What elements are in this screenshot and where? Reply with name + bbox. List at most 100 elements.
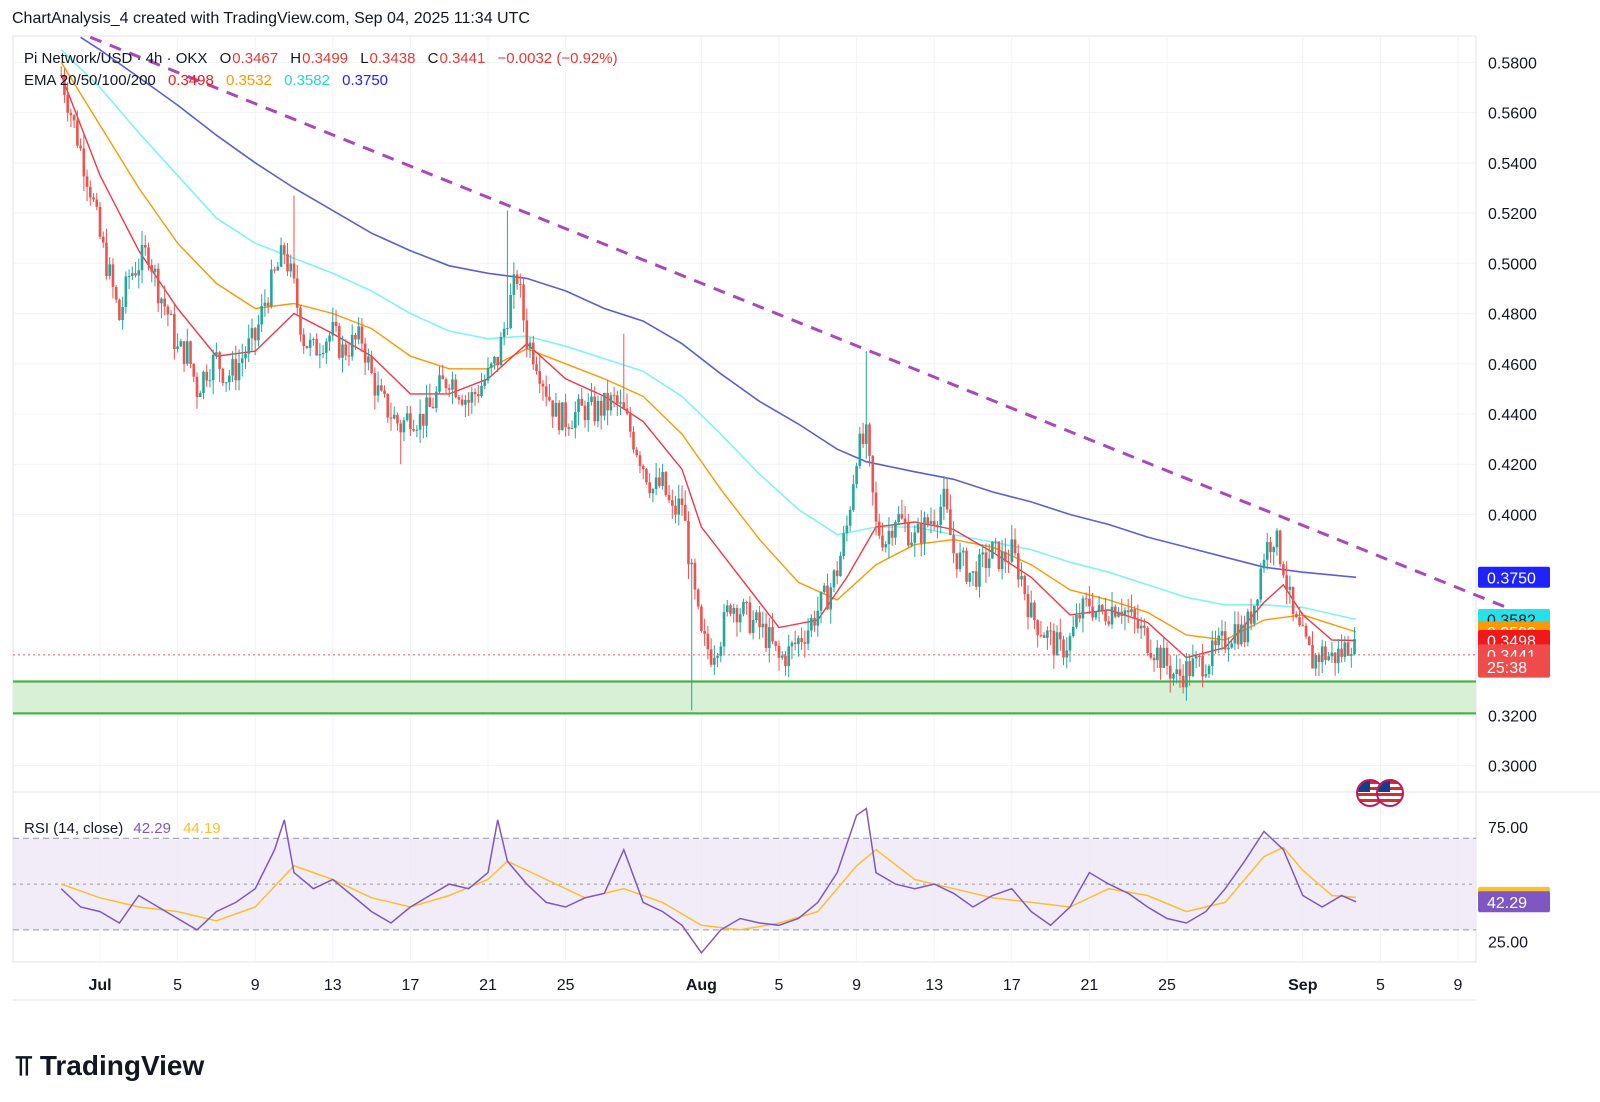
candle-down (114, 286, 118, 300)
price-tick-label: 0.3200 (1488, 708, 1537, 725)
candle-down (1278, 530, 1282, 565)
candle-down (344, 344, 348, 356)
candle-down (286, 254, 289, 272)
candle-down (625, 408, 629, 414)
tradingview-logo: ⫪ TradingView (16, 1050, 204, 1083)
us-flag-icon[interactable] (1376, 779, 1404, 807)
candle-up (1068, 636, 1072, 651)
candle-up (350, 334, 354, 357)
candle-up (910, 542, 913, 546)
candle-down (612, 395, 616, 397)
candle-down (1236, 624, 1240, 645)
candle-down (473, 392, 477, 395)
candle-down (1007, 561, 1010, 563)
candle-down (334, 321, 338, 327)
candle-down (292, 263, 296, 279)
candle-down (1214, 640, 1217, 646)
candle-up (1320, 646, 1324, 663)
candle-up (942, 488, 946, 507)
rsi-line (60, 807, 1357, 955)
candle-up (493, 356, 496, 364)
candle-down (299, 307, 302, 335)
candle-up (832, 570, 836, 588)
candle-down (1120, 611, 1124, 617)
candle-up (1207, 666, 1211, 675)
candle-up (732, 607, 736, 614)
candle-up (725, 605, 729, 613)
price-countdown-badge (1478, 656, 1550, 678)
candle-down (606, 392, 609, 411)
candle-down (622, 402, 626, 409)
economic-events[interactable] (1356, 779, 1408, 807)
candle-down (1307, 636, 1311, 646)
candle-down (79, 145, 82, 149)
candle-up (202, 371, 205, 394)
candle-down (826, 585, 829, 610)
candle-up (1065, 650, 1069, 658)
candle-up (464, 399, 467, 405)
candle-up (1139, 625, 1143, 629)
candle-down (1049, 630, 1052, 632)
candle-down (354, 334, 357, 340)
candle-down (412, 429, 415, 431)
candle-up (929, 520, 933, 525)
candle-down (687, 520, 690, 565)
candle-down (616, 395, 619, 404)
time-tick-label: 17 (1003, 977, 1021, 994)
time-tick-label: Jul (88, 977, 111, 994)
rsi-ma-value: 44.19 (183, 820, 221, 837)
candle-up (994, 541, 997, 543)
candle-up (418, 413, 422, 430)
candle-down (1346, 642, 1350, 656)
candle-up (768, 627, 771, 648)
candle-down (1243, 624, 1246, 643)
candle-down (544, 386, 548, 397)
candle-up (289, 263, 293, 272)
chart-frame (12, 35, 1600, 963)
candle-up (609, 395, 613, 411)
candle-up (661, 471, 664, 486)
candle-up (842, 533, 845, 556)
candle-up (438, 375, 441, 392)
candle-up (958, 552, 962, 570)
candle-down (399, 423, 402, 433)
symbol-name[interactable]: Pi Network/USD · 4h · OKX (24, 50, 208, 67)
candle-up (858, 433, 862, 466)
candle-up (845, 525, 849, 534)
candle-down (205, 371, 208, 381)
candle-up (312, 339, 315, 341)
candle-down (861, 433, 865, 445)
candle-up (923, 517, 926, 544)
candle-down (383, 390, 386, 394)
candle-up (415, 429, 419, 431)
candle-up (1094, 611, 1098, 618)
candle-up (1217, 635, 1221, 646)
candle-down (1304, 625, 1308, 637)
candle-up (331, 321, 335, 336)
candle-up (596, 400, 600, 422)
price-tick-label: 0.5000 (1488, 256, 1537, 273)
candle-up (1353, 639, 1356, 655)
candle-down (496, 356, 499, 366)
candle-down (1201, 656, 1204, 677)
candle-up (603, 392, 606, 416)
candle-up (1075, 615, 1078, 627)
rsi-label[interactable]: RSI (14, close) (24, 820, 124, 837)
rsi-ma-line (60, 846, 1357, 931)
ema-label[interactable]: EMA 20/50/100/200 (24, 72, 156, 89)
candle-up (483, 380, 487, 386)
rsi-rsi-badge (1478, 891, 1550, 913)
candle-down (98, 206, 102, 237)
candle-up (1081, 598, 1085, 619)
rsi-pane (13, 807, 1476, 955)
candle-up (137, 270, 141, 276)
candle-up (1130, 609, 1133, 613)
price-tick-label: 0.4200 (1488, 457, 1537, 474)
candle-down (793, 642, 797, 645)
price-tick-label: 0.4400 (1488, 407, 1537, 424)
candle-down (428, 397, 432, 407)
candle-down (700, 606, 703, 632)
candle-up (1071, 626, 1075, 637)
candle-down (66, 95, 69, 113)
time-tick-label: 13 (324, 977, 342, 994)
